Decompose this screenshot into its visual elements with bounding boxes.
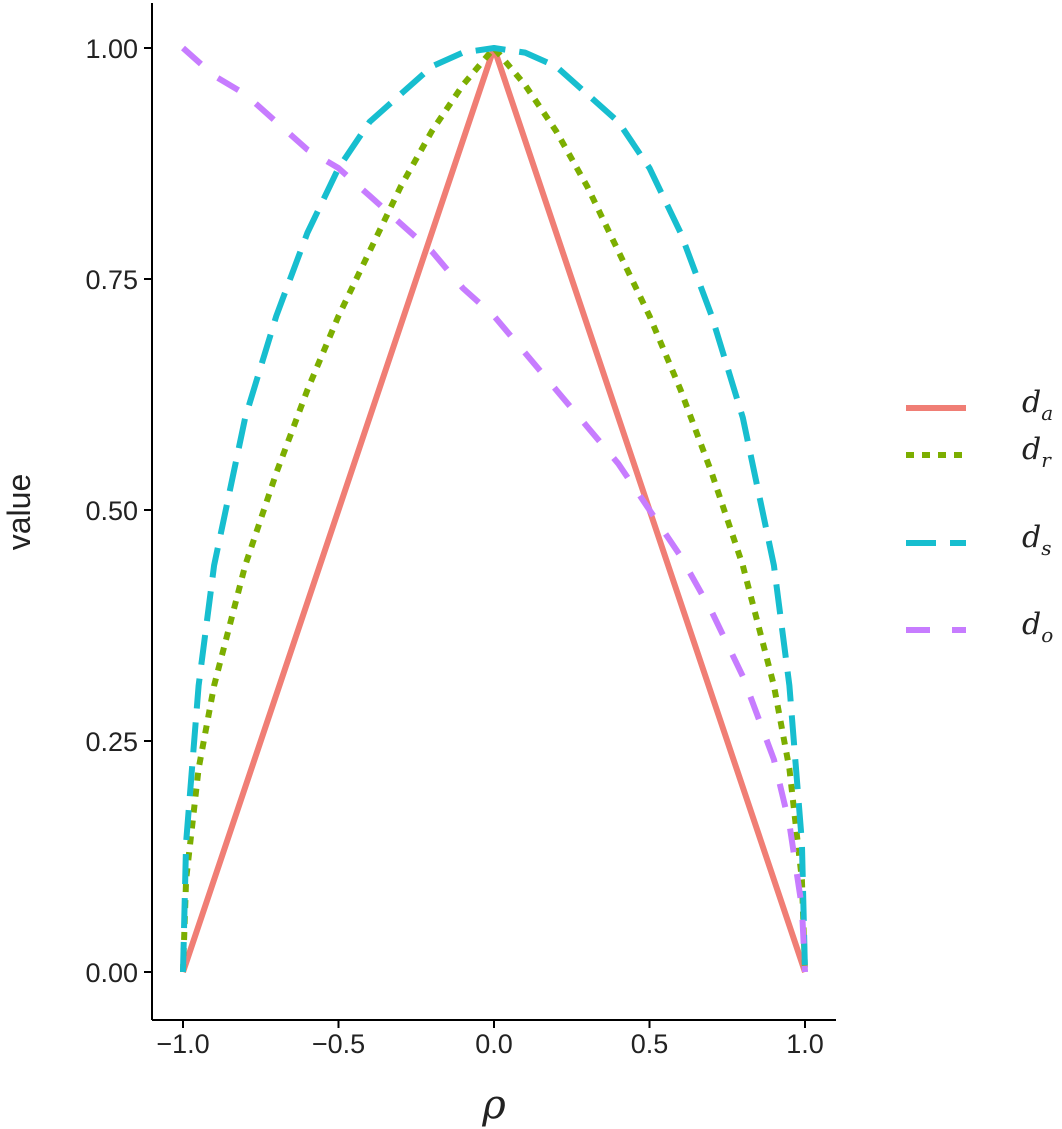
legend: da dr ds do	[906, 385, 1053, 647]
y-tick-label: 0.25	[85, 727, 138, 757]
x-ticks: −1.0 −0.5 0.0 0.5 1.0	[156, 1020, 824, 1059]
x-tick-label: 0.5	[631, 1029, 669, 1059]
x-axis-title: ρ	[481, 1082, 506, 1128]
y-axis-title: value	[1, 474, 37, 551]
x-tick-label: −1.0	[156, 1029, 209, 1059]
y-tick-label: 0.00	[85, 958, 138, 988]
plot-lines	[180, 45, 808, 973]
y-ticks: 0.00 0.25 0.50 0.75 1.00	[85, 34, 152, 988]
x-tick-label: 0.0	[475, 1029, 513, 1059]
y-tick-label: 0.75	[85, 265, 138, 295]
legend-label-d-o: do	[1022, 607, 1053, 647]
y-tick-label: 0.50	[85, 496, 138, 526]
series-line-d-r	[180, 45, 808, 973]
series-line-d-a	[180, 45, 808, 973]
x-tick-label: −0.5	[312, 1029, 365, 1059]
y-tick-label: 1.00	[85, 34, 138, 64]
x-tick-label: 1.0	[786, 1029, 824, 1059]
legend-label-d-a: da	[1022, 385, 1053, 425]
series-line-d-o	[181, 45, 808, 973]
legend-label-d-r: dr	[1022, 432, 1052, 472]
axes	[151, 3, 836, 1021]
legend-label-d-s: ds	[1022, 520, 1051, 560]
series-line-d-s	[180, 45, 808, 973]
